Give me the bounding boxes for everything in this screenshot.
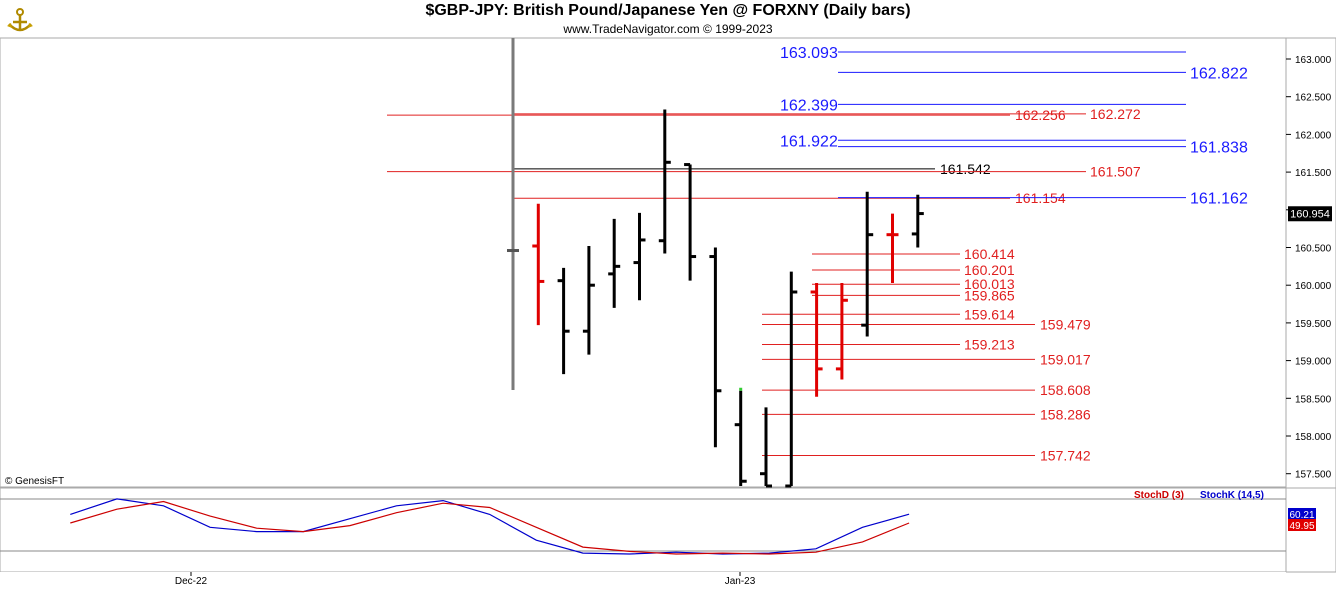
chart-title: $GBP-JPY: British Pound/Japanese Yen @ F… (425, 2, 911, 19)
price-level-label: 162.399 (780, 97, 838, 114)
price-level-label: 161.507 (1090, 164, 1141, 180)
price-level-label: 159.017 (1040, 351, 1091, 367)
ohlc-bar (709, 247, 722, 448)
trade-navigator-logo-icon (7, 8, 33, 32)
price-level-label: 157.742 (1040, 447, 1091, 463)
price-axis-tick-label: 159.500 (1295, 319, 1332, 330)
ohlc-bar (608, 218, 621, 308)
ohlc-bar (760, 407, 772, 488)
price-level-label: 158.608 (1040, 382, 1091, 398)
price-axis-tick-label: 162.500 (1295, 93, 1332, 104)
date-axis (0, 572, 1286, 591)
price-level-label: 159.865 (964, 287, 1015, 303)
price-level-label: 162.822 (1190, 65, 1248, 82)
chart-subtitle: www.TradeNavigator.com © 1999-2023 (563, 22, 773, 36)
stoch-series-line (70, 500, 910, 555)
ohlc-bar (810, 282, 823, 397)
copyright-label: © GenesisFT (5, 476, 64, 487)
stochk-legend: StochK (14,5) (1200, 490, 1264, 501)
last-price-tag: 160.954 (1288, 206, 1332, 222)
bar-marker (739, 387, 743, 391)
price-level-label: 161.838 (1190, 140, 1248, 157)
price-level-label: 160.414 (964, 246, 1015, 262)
price-axis-tick-label: 160.500 (1295, 244, 1332, 255)
ohlc-bar (886, 213, 899, 283)
last-price-label: 160.954 (1290, 208, 1330, 220)
price-axis-tick-label: 160.000 (1295, 281, 1332, 292)
price-level-label: 161.162 (1190, 191, 1248, 208)
stochk-value-box (1288, 508, 1316, 520)
ohlc-bar (633, 212, 646, 301)
ohlc-bar (582, 245, 595, 355)
ohlc-bar (658, 109, 671, 254)
price-level-label: 163.093 (780, 45, 838, 62)
price-level-label: 159.479 (1040, 316, 1091, 332)
stoch-panel (0, 487, 1287, 573)
stochd-value-label: 49.95 (1289, 521, 1314, 532)
price-bars (507, 109, 924, 488)
ohlc-bar (684, 163, 697, 281)
price-level-label: 161.154 (1015, 190, 1066, 206)
ohlc-bar (734, 390, 747, 486)
price-level-label: 158.286 (1040, 406, 1091, 422)
price-axis-tick-label: 158.500 (1295, 394, 1332, 405)
price-axis-tick-label: 158.000 (1295, 432, 1332, 443)
chart-header: $GBP-JPY: British Pound/Japanese Yen @ F… (0, 0, 1336, 38)
price-level-label: 159.213 (964, 337, 1015, 353)
price-level-label: 160.013 (964, 276, 1015, 292)
ohlc-bar (557, 267, 570, 375)
date-axis-ticks: Dec-22 Jan-23 (175, 572, 756, 587)
ohlc-bar (785, 271, 798, 488)
price-level-label: 161.542 (940, 161, 991, 177)
price-axis-tick-label: 162.000 (1295, 130, 1332, 141)
price-level-label: 160.201 (964, 262, 1015, 278)
price-axis-tick-label: 159.000 (1295, 357, 1332, 368)
stochd-value-box (1288, 519, 1316, 531)
ohlc-bar (861, 191, 874, 337)
price-panel (0, 37, 1287, 488)
stoch-series-line (70, 498, 910, 555)
price-axis-tick-label: 161.500 (1295, 168, 1332, 179)
price-levels: 163.093 162.822 162.399 162.256 162.272 161.9… (387, 45, 1248, 463)
price-level-label: 162.256 (1015, 107, 1066, 123)
price-level-label: 162.272 (1090, 106, 1141, 122)
date-axis-tick-label: Jan-23 (725, 576, 756, 587)
price-level-label: 161.922 (780, 133, 838, 150)
stoch-lines (70, 498, 910, 555)
price-axis-tick-label: 163.000 (1295, 55, 1332, 66)
stochk-value-label: 60.21 (1289, 510, 1314, 521)
ohlc-bar (532, 203, 545, 326)
price-axis (1285, 37, 1336, 489)
stochd-legend: StochD (3) (1134, 490, 1184, 501)
price-axis-tick-label: 157.500 (1295, 470, 1332, 481)
price-level-label: 159.614 (964, 306, 1015, 322)
ohlc-bar (911, 194, 924, 248)
ohlc-bar (835, 282, 848, 380)
date-axis-tick-label: Dec-22 (175, 576, 208, 587)
